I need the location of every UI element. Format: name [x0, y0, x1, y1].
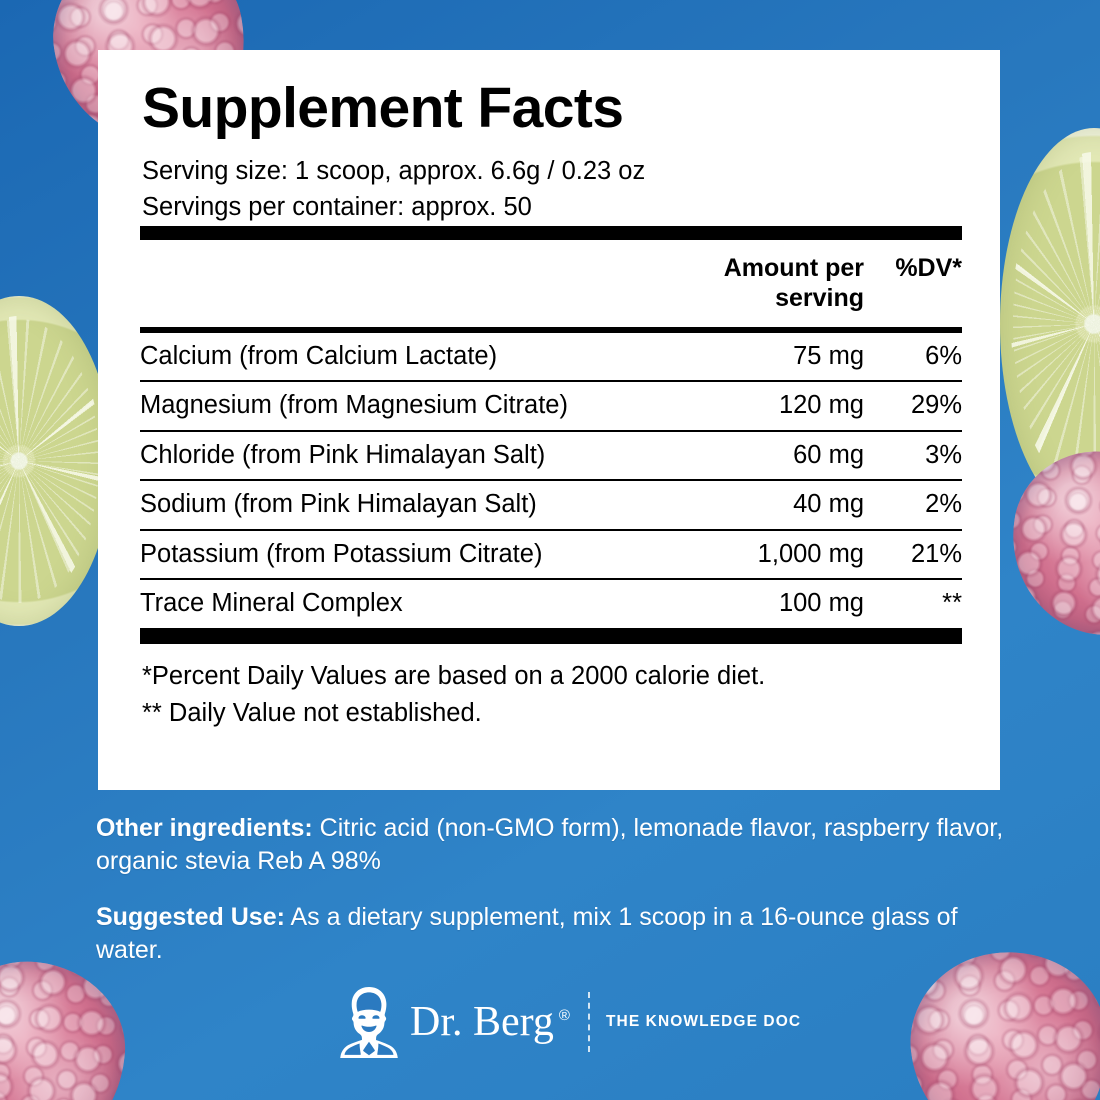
page-title: Supplement Facts: [142, 76, 624, 140]
dr-berg-portrait-icon: [340, 987, 398, 1058]
serving-size-text: Serving size: 1 scoop, approx. 6.6g / 0.…: [142, 157, 646, 186]
raspberry-icon-right: [1000, 440, 1100, 646]
table-top-rule: [140, 225, 962, 240]
column-header-amount: Amount per serving: [700, 239, 872, 333]
other-ingredients-paragraph: Other ingredients: Citric acid (non-GMO …: [96, 812, 1012, 879]
column-header-daily-value: %DV*: [872, 239, 962, 333]
nutrient-amount: 40 mg: [700, 480, 872, 531]
suggested-use-text: As a dietary supplement, mix 1 scoop in …: [96, 902, 958, 964]
brand-logo: Dr. Berg ® THE KNOWLEDGE DOC: [340, 983, 800, 1061]
table-row: Sodium (from Pink Himalayan Salt) 40 mg …: [140, 480, 962, 531]
table-row: Potassium (from Potassium Citrate) 1,000…: [140, 529, 962, 581]
nutrient-amount: 1,000 mg: [700, 529, 872, 581]
table-row: Trace Mineral Complex 100 mg **: [140, 579, 962, 631]
logo-wordmark-group: Dr. Berg ®: [410, 1001, 570, 1043]
nutrient-amount: 60 mg: [700, 430, 872, 482]
servings-per-container-text: Servings per container: approx. 50: [142, 193, 532, 222]
footnotes: *Percent Daily Values are based on a 200…: [98, 644, 1000, 732]
table-row: Calcium (from Calcium Lactate) 75 mg 6%: [140, 329, 962, 383]
nutrition-table: Amount per serving %DV* Calcium (from Ca…: [140, 225, 962, 645]
nutrient-dv: 6%: [872, 329, 962, 383]
supplementary-info: Other ingredients: Citric acid (non-GMO …: [96, 812, 1012, 967]
logo-divider: [587, 992, 590, 1052]
suggested-use-paragraph: Suggested Use: As a dietary supplement, …: [96, 901, 1012, 968]
logo-wordmark-text: Dr. Berg: [410, 999, 554, 1045]
nutrient-dv: **: [872, 579, 962, 631]
logo-tagline: THE KNOWLEDGE DOC: [605, 1013, 802, 1030]
nutrient-dv: 2%: [872, 480, 962, 531]
nutrient-amount: 120 mg: [700, 381, 872, 432]
nutrient-name: Magnesium (from Magnesium Citrate): [140, 381, 700, 432]
nutrient-name: Sodium (from Pink Himalayan Salt): [140, 480, 700, 531]
raspberry-icon-bottom-left: [0, 952, 134, 1100]
registered-trademark-icon: ®: [558, 1007, 570, 1024]
nutrient-name: Potassium (from Potassium Citrate): [140, 529, 700, 581]
table-row: Magnesium (from Magnesium Citrate) 120 m…: [140, 381, 962, 432]
footnote-not-established: ** Daily Value not established.: [142, 699, 482, 728]
lemon-slice-icon-right: [1000, 128, 1100, 520]
nutrient-amount: 100 mg: [700, 579, 872, 631]
lemon-slice-icon-left: [0, 296, 112, 626]
nutrient-name: Trace Mineral Complex: [140, 579, 700, 631]
nutrient-dv: 21%: [872, 529, 962, 581]
nutrient-name: Calcium (from Calcium Lactate): [140, 329, 700, 383]
other-ingredients-text: Citric acid (non-GMO form), lemonade fla…: [96, 814, 1004, 876]
suggested-use-label: Suggested Use:: [96, 902, 285, 931]
supplement-facts-panel: Supplement Facts Serving size: 1 scoop, …: [98, 50, 1000, 790]
footnote-daily-values: *Percent Daily Values are based on a 200…: [142, 662, 766, 691]
table-header-row: Amount per serving %DV*: [140, 239, 962, 333]
column-header-nutrient: [140, 239, 700, 333]
nutrient-dv: 29%: [872, 381, 962, 432]
nutrient-amount: 75 mg: [700, 329, 872, 383]
other-ingredients-label: Other ingredients:: [96, 814, 313, 842]
table-bottom-rule: [140, 629, 962, 645]
nutrient-dv: 3%: [872, 430, 962, 482]
table-row: Chloride (from Pink Himalayan Salt) 60 m…: [140, 430, 962, 482]
nutrient-name: Chloride (from Pink Himalayan Salt): [140, 430, 700, 482]
